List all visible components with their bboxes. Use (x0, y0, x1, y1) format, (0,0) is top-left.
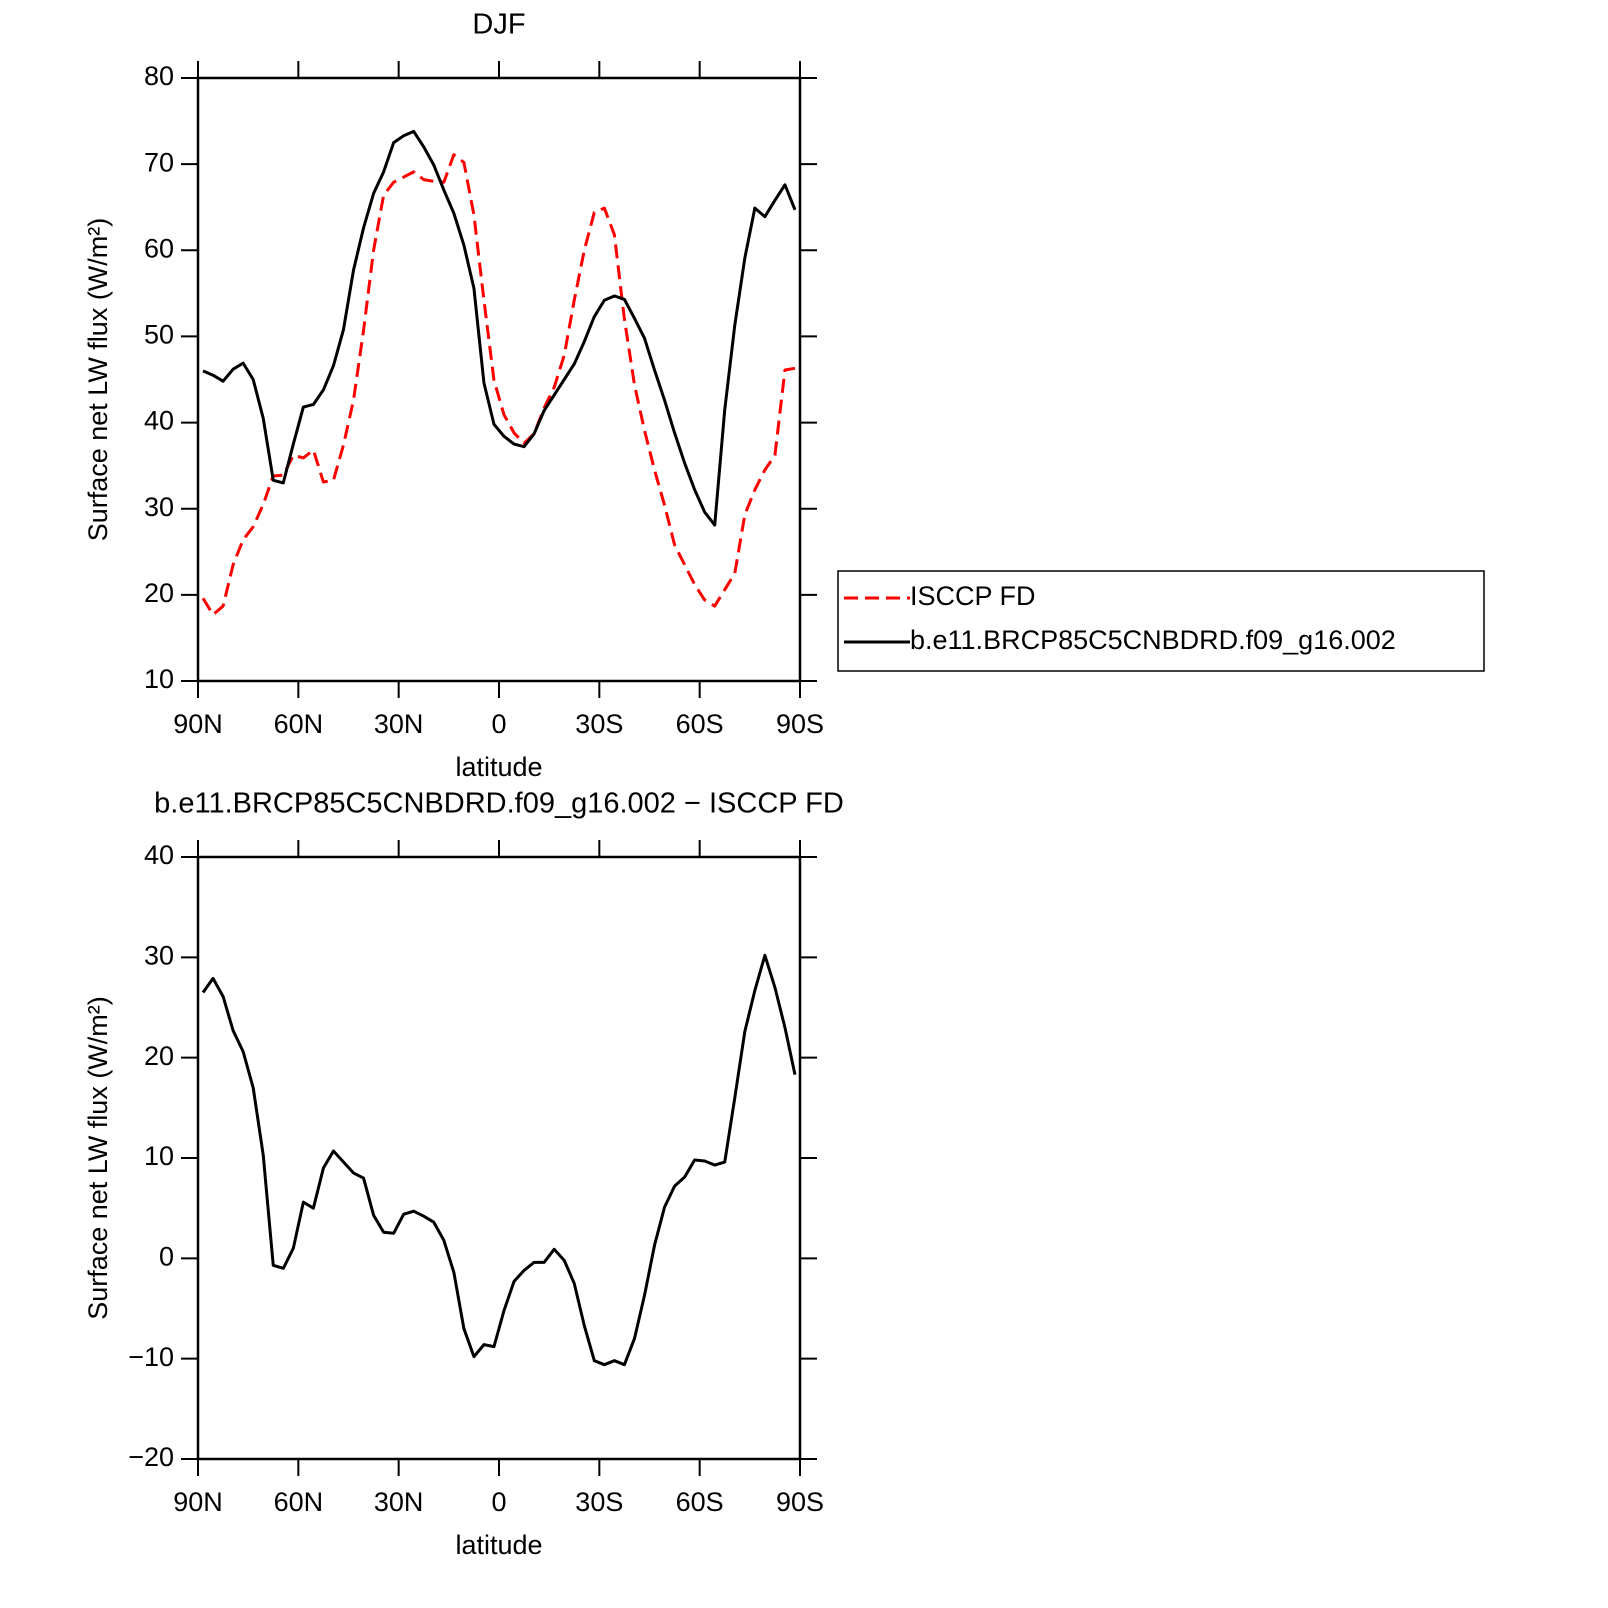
x-tick-label: 30N (374, 1487, 424, 1517)
y-axis-label: Surface net LW flux (W/m²) (83, 996, 113, 1320)
x-tick-label: 90N (173, 709, 223, 739)
data-line (201, 953, 797, 1367)
x-tick-label: 90S (776, 1487, 824, 1517)
y-tick-label: 40 (144, 406, 174, 436)
x-axis-label: latitude (455, 752, 542, 782)
x-tick-label: 60N (274, 709, 324, 739)
chart-title: b.e11.BRCP85C5CNBDRD.f09_g16.002 − ISCCP… (154, 788, 844, 820)
data-line (202, 129, 797, 527)
x-tick-label: 30S (575, 709, 623, 739)
x-tick-label: 30N (374, 709, 424, 739)
x-tick-label: 90N (173, 1487, 223, 1517)
x-axis-label: latitude (455, 1530, 542, 1560)
x-tick-label: 0 (491, 1487, 506, 1517)
legend-label: b.e11.BRCP85C5CNBDRD.f09_g16.002 (910, 625, 1396, 655)
y-tick-label: 20 (144, 578, 174, 608)
y-tick-label: −10 (128, 1342, 174, 1372)
plot-frame (196, 76, 802, 683)
y-tick-label: 30 (144, 940, 174, 970)
y-tick-label: 0 (159, 1241, 174, 1271)
x-tick-label: 30S (575, 1487, 623, 1517)
y-tick-label: 40 (144, 840, 174, 870)
data-line (201, 153, 796, 617)
y-tick-label: 50 (144, 320, 174, 350)
legend-label: ISCCP FD (910, 581, 1036, 611)
x-tick-label: 0 (491, 709, 506, 739)
x-tick-label: 90S (776, 709, 824, 739)
y-tick-label: 30 (144, 492, 174, 522)
y-tick-label: 60 (144, 233, 174, 263)
plot-frame (196, 855, 802, 1461)
y-tick-label: 80 (144, 61, 174, 91)
x-tick-label: 60N (274, 1487, 324, 1517)
y-tick-label: 20 (144, 1041, 174, 1071)
y-tick-label: 70 (144, 147, 174, 177)
x-tick-label: 60S (676, 1487, 724, 1517)
y-tick-label: 10 (144, 1141, 174, 1171)
x-tick-label: 60S (676, 709, 724, 739)
y-tick-label: −20 (128, 1442, 174, 1472)
y-axis-label: Surface net LW flux (W/m²) (83, 218, 113, 542)
y-tick-label: 10 (144, 664, 174, 694)
legend-box (837, 570, 1485, 672)
chart-title: DJF (472, 9, 525, 41)
